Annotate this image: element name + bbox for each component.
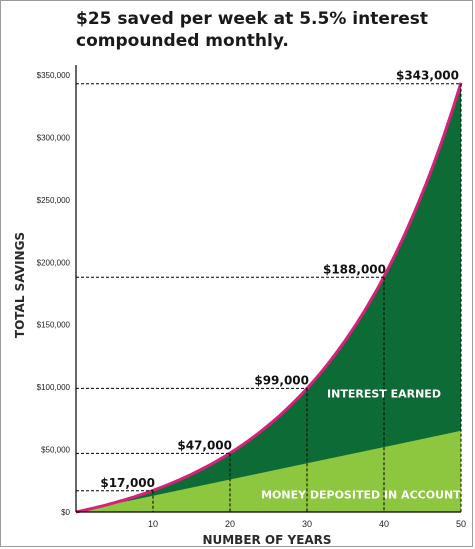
y-tick-label: $350,000 — [37, 71, 71, 80]
y-tick-label: $100,000 — [37, 383, 71, 392]
y-tick-label: $250,000 — [37, 196, 71, 205]
chart-title: $25 saved per week at 5.5% interest comp… — [76, 9, 429, 51]
x-tick-label: 40 — [379, 519, 389, 529]
value-label: $17,000 — [100, 476, 155, 490]
data-labels: $17,000 $47,000 $99,000 $188,000 $343,000 INT… — [100, 69, 461, 502]
y-tick-label: $50,000 — [41, 446, 70, 455]
value-label: $343,000 — [396, 69, 459, 83]
money-deposited-label: MONEY DEPOSITED IN ACCOUNT — [261, 489, 461, 502]
interest-earned-label: INTEREST EARNED — [327, 387, 441, 400]
x-tick-label: 10 — [148, 519, 158, 529]
x-tick-label: 50 — [456, 519, 466, 529]
y-tick-label: $150,000 — [37, 321, 71, 330]
total-savings-line — [75, 82, 463, 514]
x-tick-label: 20 — [225, 519, 235, 529]
y-tick-label: $200,000 — [37, 258, 71, 267]
value-label: $99,000 — [254, 373, 309, 387]
y-tick-label: $0 — [61, 508, 70, 517]
y-tick-label: $300,000 — [37, 133, 71, 142]
money-deposited-area — [76, 430, 461, 512]
chart-areas — [75, 82, 463, 514]
value-label: $188,000 — [323, 262, 386, 276]
x-axis-title: NUMBER OF YEARS — [202, 533, 331, 547]
chart-axes — [75, 65, 461, 513]
x-tick-label: 30 — [302, 519, 312, 529]
interest-earned-area — [76, 82, 461, 513]
y-axis-title: TOTAL SAVINGS — [13, 232, 27, 338]
value-label: $47,000 — [177, 438, 232, 452]
guide-lines — [76, 83, 462, 512]
tick-labels: $0 $50,000 $100,000 $150,000 $200,000 $250,00… — [37, 71, 466, 529]
